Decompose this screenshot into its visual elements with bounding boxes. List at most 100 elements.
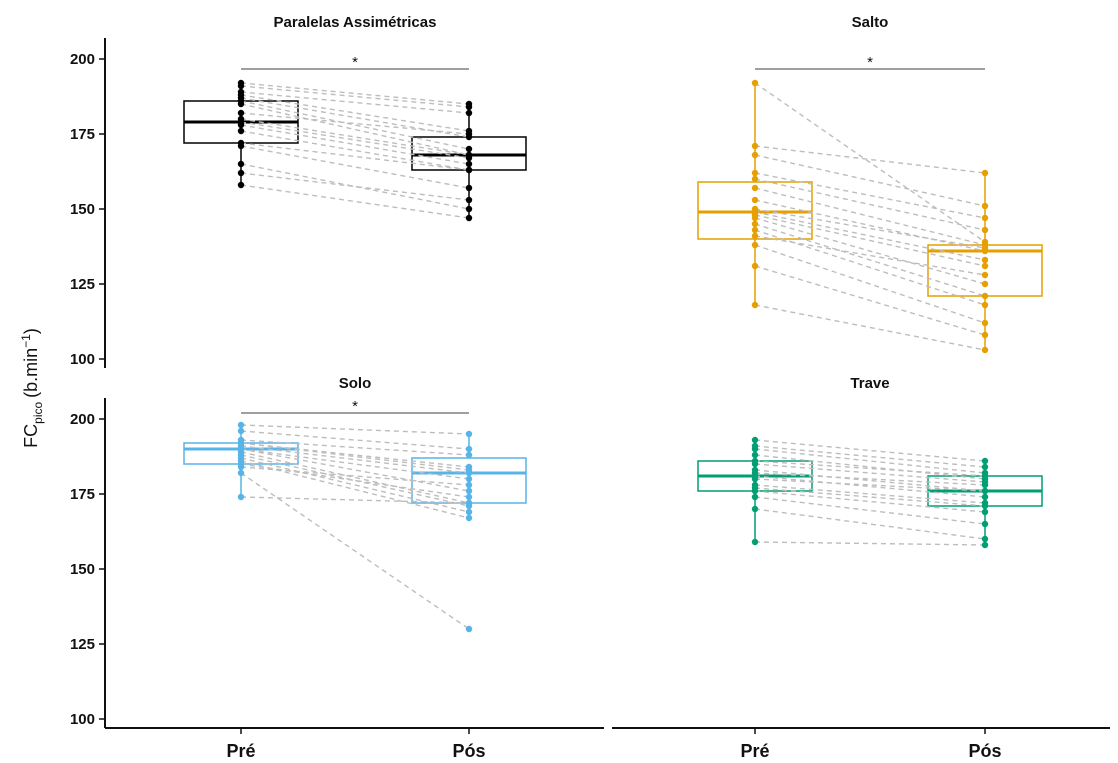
paired-line <box>754 463 986 483</box>
data-point <box>981 262 989 270</box>
data-point <box>751 505 759 513</box>
y-tick-label: 125 <box>70 276 95 293</box>
y-axis-label-close: ) <box>21 328 41 334</box>
data-point <box>751 214 759 222</box>
paired-line <box>240 430 470 450</box>
paired-line <box>754 304 986 351</box>
paired-line <box>754 469 986 492</box>
panel-solo: Solo * <box>183 375 527 633</box>
data-point <box>981 301 989 309</box>
paired-line <box>754 475 986 498</box>
significance-star: * <box>352 398 358 415</box>
y-axis-row-1: 100 125 150 175 200 <box>70 38 106 368</box>
y-tick-label: 100 <box>70 351 95 368</box>
data-point <box>751 184 759 192</box>
data-point <box>981 481 989 489</box>
paired-line <box>754 448 986 474</box>
paired-line <box>754 472 986 486</box>
paired-line <box>240 496 470 504</box>
paired-line <box>754 178 986 231</box>
paired-line <box>240 82 470 105</box>
paired-line <box>240 172 470 201</box>
paired-line <box>240 103 470 156</box>
data-point <box>465 481 473 489</box>
data-point <box>981 292 989 300</box>
x-axis-col-1: Pré Pós <box>105 727 604 761</box>
data-point <box>465 430 473 438</box>
data-point <box>465 508 473 516</box>
data-point <box>751 460 759 468</box>
paired-line <box>240 463 470 498</box>
data-point <box>981 226 989 234</box>
data-point <box>751 220 759 228</box>
panel-title: Solo <box>339 375 372 392</box>
data-point <box>981 493 989 501</box>
data-point <box>981 256 989 264</box>
paired-line <box>240 100 470 150</box>
paired-line <box>754 244 986 324</box>
data-point <box>981 502 989 510</box>
data-point <box>465 625 473 633</box>
data-point <box>465 445 473 453</box>
paired-line <box>754 199 986 252</box>
data-point <box>237 181 245 189</box>
paired-line <box>754 214 986 267</box>
data-point <box>981 472 989 480</box>
paired-line <box>240 97 470 138</box>
data-point <box>465 184 473 192</box>
data-point <box>981 319 989 327</box>
paired-line <box>754 235 986 276</box>
y-axis-label-unit: (b.min <box>21 348 41 398</box>
paired-line <box>754 490 986 513</box>
paired-line <box>754 265 986 336</box>
x-tick-label: Pós <box>968 741 1001 758</box>
data-point <box>751 475 759 483</box>
data-point <box>237 127 245 135</box>
y-tick-label: 175 <box>70 486 95 503</box>
data-point <box>465 514 473 522</box>
paired-line <box>240 85 470 108</box>
data-point <box>465 103 473 111</box>
panel-title: Paralelas Assimétricas <box>274 14 437 31</box>
data-point <box>751 538 759 546</box>
data-point <box>981 169 989 177</box>
data-point <box>751 445 759 453</box>
paired-line <box>240 472 470 630</box>
data-point <box>751 232 759 240</box>
data-point <box>981 214 989 222</box>
data-point <box>981 487 989 495</box>
data-point <box>751 175 759 183</box>
paired-line <box>240 451 470 504</box>
paired-line <box>754 211 986 261</box>
data-point <box>237 109 245 117</box>
significance-star: * <box>867 54 873 71</box>
data-point <box>465 499 473 507</box>
paired-line <box>754 208 986 249</box>
paired-line <box>754 145 986 174</box>
paired-line <box>240 448 470 492</box>
paired-line <box>754 154 986 207</box>
paired-line <box>754 82 986 243</box>
y-tick-label: 200 <box>70 51 95 68</box>
data-point <box>237 469 245 477</box>
paired-line <box>754 229 986 306</box>
paired-line <box>240 460 470 519</box>
data-point <box>981 202 989 210</box>
data-point <box>981 280 989 288</box>
paired-line <box>240 424 470 435</box>
data-point <box>465 469 473 477</box>
data-point <box>751 262 759 270</box>
y-axis-label-exponent: −1 <box>19 334 33 348</box>
paired-line <box>754 439 986 462</box>
x-axis-col-2: Pré Pós <box>612 727 1110 761</box>
y-axis-label-subscript: pico <box>31 402 45 424</box>
data-point <box>981 346 989 354</box>
y-tick-label: 150 <box>70 201 95 218</box>
data-point <box>237 160 245 168</box>
paired-line <box>240 121 470 159</box>
y-tick-label: 125 <box>70 636 95 653</box>
paired-line <box>240 457 470 513</box>
paired-line <box>240 124 470 165</box>
data-point <box>237 169 245 177</box>
